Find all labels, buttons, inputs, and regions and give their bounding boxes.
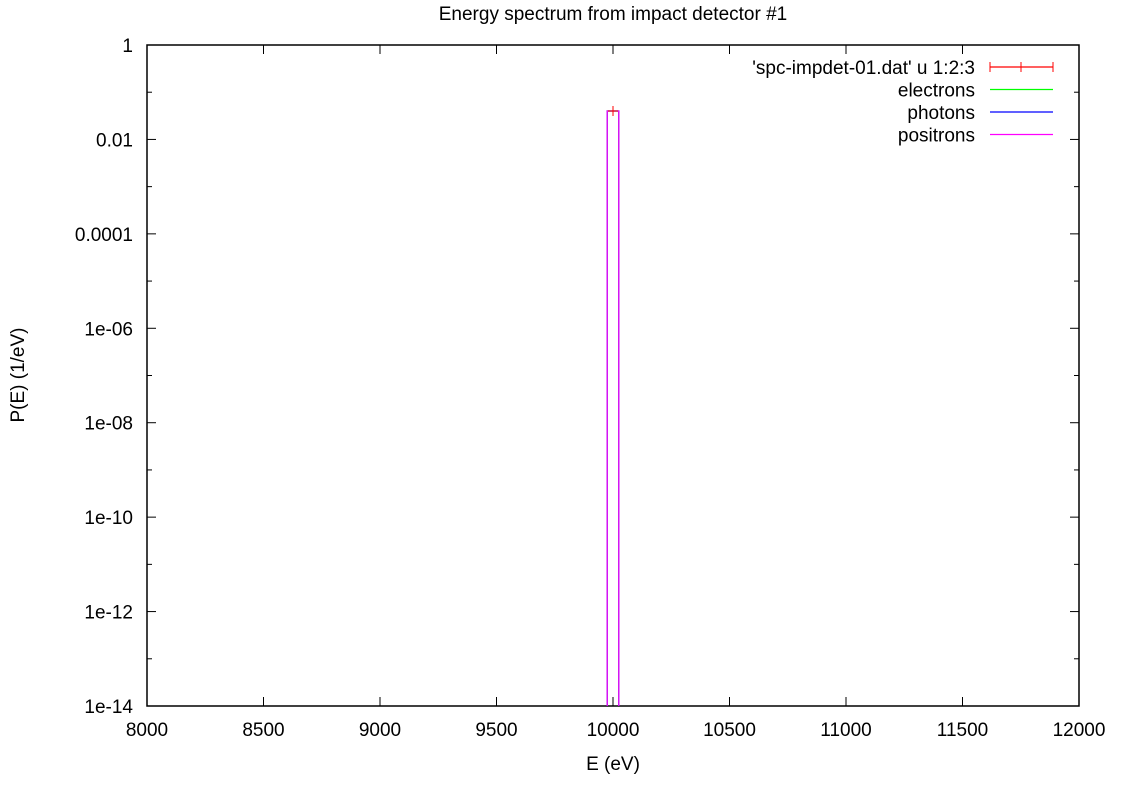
y-tick-label: 1e-12 <box>84 603 133 624</box>
legend-label: photons <box>907 103 975 124</box>
series-positrons-line <box>606 110 620 706</box>
y-tick-label: 1e-10 <box>84 508 133 529</box>
y-tick-label: 0.0001 <box>75 225 133 246</box>
legend-label: positrons <box>898 126 975 147</box>
axis-ticks: 8000 8500 9000 9500 10000 10500 11000 11500 1200… <box>75 36 1106 741</box>
y-tick-label: 1e-06 <box>84 319 133 340</box>
chart-title: Energy spectrum from impact detector #1 <box>439 4 787 25</box>
x-tick-label: 10000 <box>587 720 640 741</box>
x-tick-label: 8500 <box>242 720 284 741</box>
x-tick-label: 8000 <box>126 720 168 741</box>
legend-label: 'spc-impdet-01.dat' u 1:2:3 <box>752 58 975 79</box>
legend: 'spc-impdet-01.dat' u 1:2:3electronsphot… <box>752 58 1054 147</box>
y-tick-label: 1 <box>122 36 133 57</box>
y-axis-label: P(E) (1/eV) <box>8 327 29 422</box>
series-electrons-line <box>606 110 620 706</box>
series-photons-line <box>606 110 620 706</box>
x-tick-label: 9000 <box>359 720 401 741</box>
legend-label: electrons <box>898 81 975 102</box>
x-tick-label: 12000 <box>1053 720 1106 741</box>
x-tick-label: 11000 <box>820 720 871 741</box>
x-tick-label: 10500 <box>703 720 756 741</box>
x-tick-label: 9500 <box>475 720 517 741</box>
series-layer <box>606 106 620 706</box>
x-axis-label: E (eV) <box>586 754 640 775</box>
y-tick-label: 1e-08 <box>84 414 133 435</box>
x-tick-label: 11500 <box>937 720 988 741</box>
y-tick-label: 0.01 <box>96 130 133 151</box>
y-tick-label: 1e-14 <box>84 697 133 718</box>
